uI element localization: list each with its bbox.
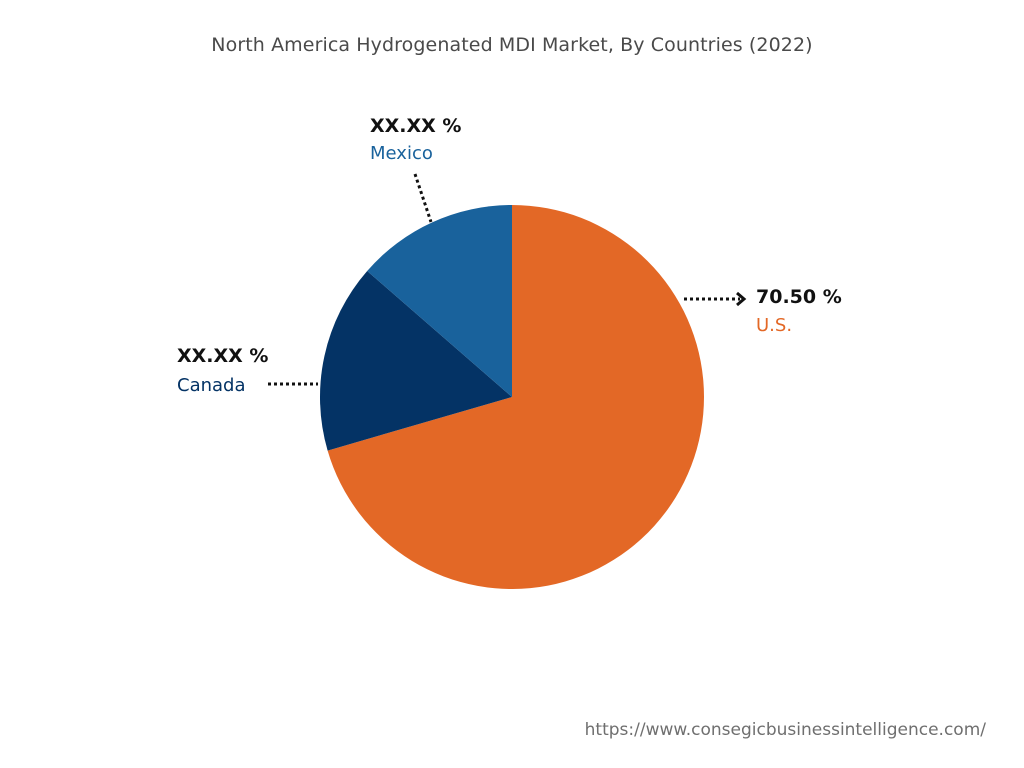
leader-line-us bbox=[684, 291, 747, 307]
us-name-label: U.S. bbox=[756, 315, 793, 336]
pie-slices bbox=[319, 205, 704, 590]
us-value-label: 70.50 % bbox=[756, 286, 842, 308]
pie-slice-canada bbox=[319, 270, 512, 451]
canada-value-label: XX.XX % bbox=[177, 345, 269, 367]
mexico-value-label: XX.XX % bbox=[370, 115, 462, 137]
chart-title: North America Hydrogenated MDI Market, B… bbox=[211, 34, 813, 56]
mexico-name-label: Mexico bbox=[370, 143, 433, 164]
source-url: https://www.consegicbusinessintelligence… bbox=[584, 720, 986, 740]
pie-slice-us bbox=[327, 205, 704, 590]
pie-slice-mexico bbox=[367, 205, 512, 397]
canada-name-label: Canada bbox=[177, 375, 246, 396]
leader-line-mexico bbox=[413, 173, 433, 223]
